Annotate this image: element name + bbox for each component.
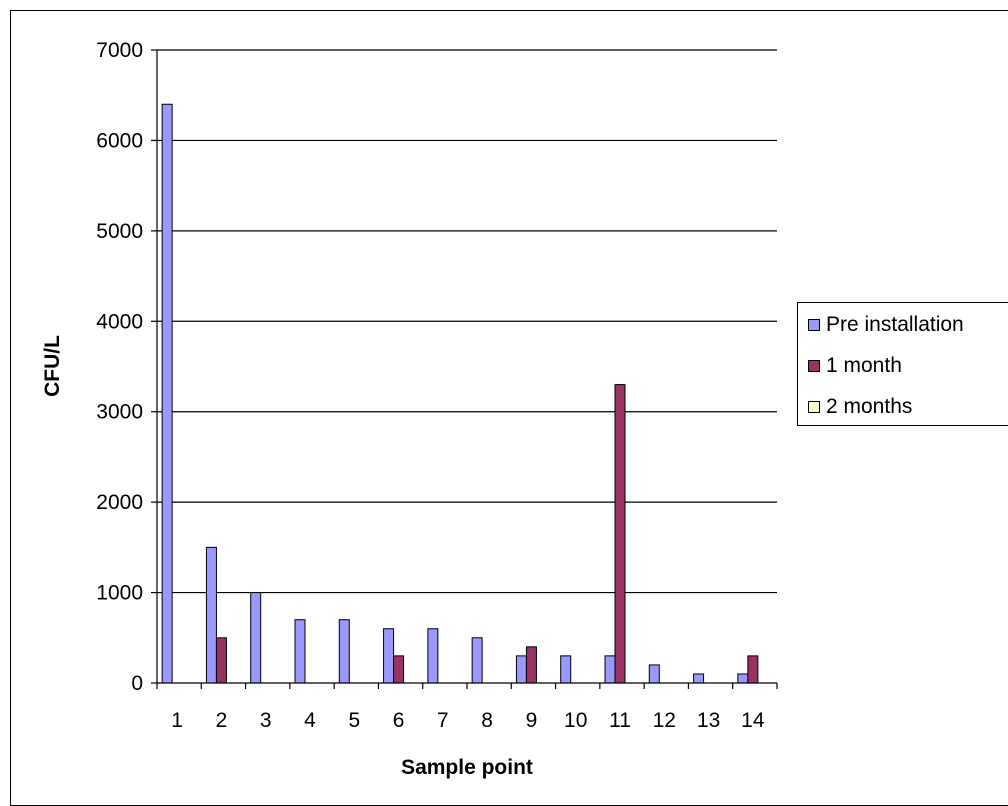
x-tick-label: 6 — [393, 709, 405, 732]
bar-pre-installation-12 — [648, 664, 660, 684]
x-tick-label: 12 — [653, 709, 676, 732]
bar-pre-installation-8 — [471, 637, 483, 684]
x-tick-label: 2 — [216, 709, 228, 732]
x-tick-label: 5 — [348, 709, 360, 732]
bar-pre-installation-7 — [427, 628, 439, 684]
bars — [161, 103, 759, 684]
legend-label: 2 months — [826, 395, 913, 418]
x-tick-label: 7 — [437, 709, 449, 732]
y-tick-label: 7000 — [96, 39, 143, 62]
x-tick-label: 8 — [481, 709, 493, 732]
legend-swatch — [808, 401, 820, 413]
bar-pre-installation-5 — [338, 619, 350, 684]
x-tick-label: 4 — [304, 709, 316, 732]
y-tick-label: 0 — [131, 672, 143, 695]
y-tick-label: 6000 — [96, 129, 143, 152]
x-tick-label: 10 — [564, 709, 587, 732]
bar-pre-installation-14 — [737, 673, 749, 684]
legend-label: Pre installation — [826, 313, 964, 336]
y-tick-label: 3000 — [96, 401, 143, 424]
bar-pre-installation-9 — [515, 655, 527, 684]
bar-pre-installation-2 — [205, 546, 217, 684]
bar-pre-installation-1 — [161, 103, 173, 684]
y-tick-label: 5000 — [96, 220, 143, 243]
x-tick-label: 11 — [609, 709, 631, 732]
legend-item: 1 month — [808, 353, 902, 379]
bar-pre-installation-13 — [693, 673, 705, 684]
gridlines — [157, 49, 777, 594]
x-tick-label: 1 — [171, 709, 183, 732]
bar-1-month-6 — [393, 655, 405, 684]
x-tick-label: 9 — [526, 709, 538, 732]
x-axis-label: Sample point — [401, 756, 533, 779]
bar-pre-installation-6 — [383, 628, 395, 684]
bar-1-month-2 — [215, 637, 227, 684]
legend: Pre installation 1 month 2 months — [797, 302, 1008, 426]
bar-pre-installation-3 — [250, 592, 262, 684]
y-axis-label: CFU/L — [41, 335, 64, 397]
x-tick-label: 13 — [697, 709, 720, 732]
bar-1-month-9 — [525, 646, 537, 684]
bar-1-month-14 — [747, 655, 759, 684]
legend-label: 1 month — [826, 354, 902, 377]
x-tick-label: 14 — [741, 709, 765, 732]
bar-pre-installation-4 — [294, 619, 306, 684]
y-tick-label: 2000 — [96, 491, 143, 514]
bar-pre-installation-11 — [604, 655, 616, 684]
legend-swatch — [808, 319, 820, 331]
legend-item: Pre installation — [808, 312, 964, 338]
x-tick-label: 3 — [260, 709, 272, 732]
legend-item: 2 months — [808, 394, 912, 420]
y-tick-label: 4000 — [96, 310, 143, 333]
y-tick-label: 1000 — [96, 582, 143, 605]
legend-swatch — [808, 360, 820, 372]
bar-pre-installation-10 — [560, 655, 572, 684]
bar-1-month-11 — [614, 384, 626, 684]
